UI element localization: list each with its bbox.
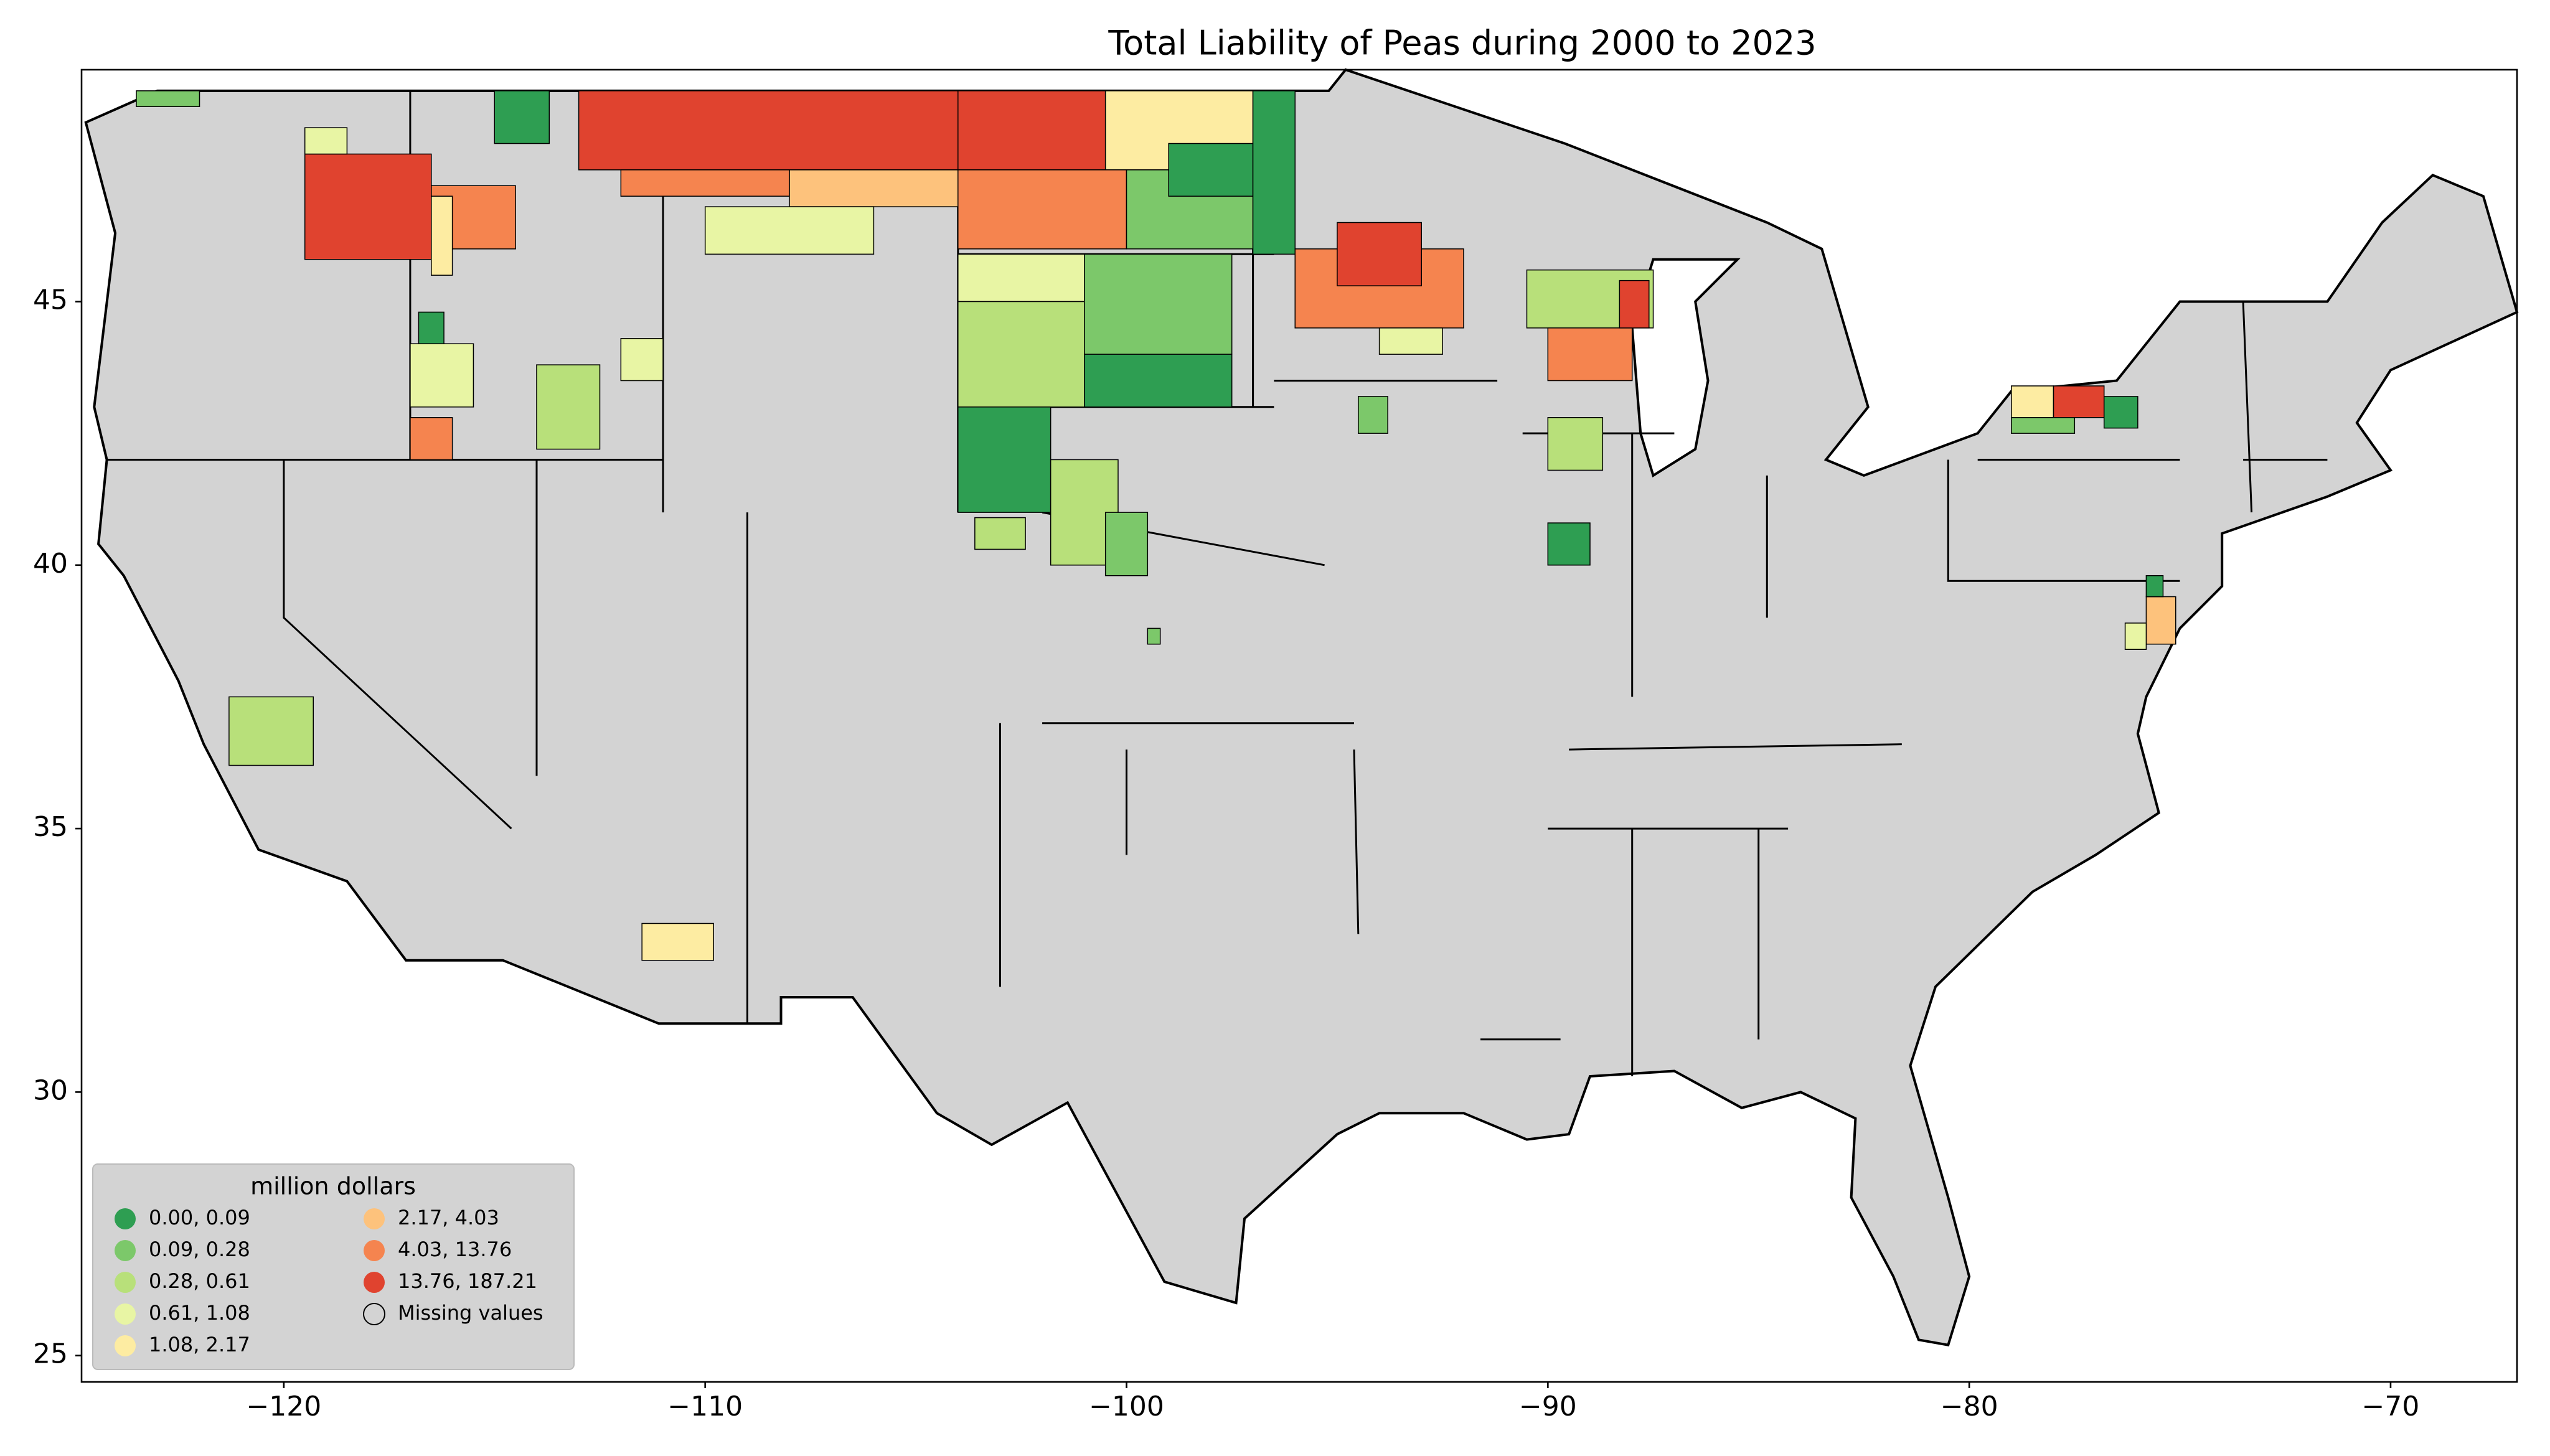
legend-label: 13.76, 187.21 <box>398 1269 537 1293</box>
y-tick-label: 25 <box>33 1338 68 1370</box>
county-region <box>1547 416 1604 471</box>
county-region <box>2145 596 2176 645</box>
state-border <box>1353 749 1360 934</box>
county-region <box>304 127 348 155</box>
county-region <box>1619 279 1650 329</box>
legend-label: 0.00, 0.09 <box>149 1206 250 1229</box>
county-region <box>1252 90 1296 255</box>
x-tick-label: −90 <box>1519 1391 1577 1422</box>
legend-marker <box>115 1335 136 1356</box>
x-tick-label: −100 <box>1089 1391 1164 1422</box>
legend-label: 1.08, 2.17 <box>149 1333 250 1356</box>
county-region <box>1547 522 1591 566</box>
x-tick-label: −70 <box>2362 1391 2420 1422</box>
lake-michigan <box>1630 258 1741 477</box>
county-region <box>957 301 1085 408</box>
legend-title: million dollars <box>250 1173 416 1200</box>
us-outline <box>84 68 2519 1346</box>
x-tick-label: −120 <box>246 1391 321 1422</box>
county-region <box>578 90 959 171</box>
legend-marker <box>115 1272 136 1293</box>
county-region <box>620 338 664 382</box>
legend-label: 0.61, 1.08 <box>149 1301 250 1325</box>
state-border <box>1947 459 2180 582</box>
county-region <box>1084 253 1233 355</box>
state-border <box>283 459 512 830</box>
legend-marker <box>115 1208 136 1229</box>
county-region <box>2145 575 2164 598</box>
county-region <box>1084 354 1233 408</box>
county-region <box>704 206 875 255</box>
county-region <box>536 364 601 450</box>
y-tick-label: 45 <box>33 284 68 316</box>
legend-box <box>92 1163 575 1370</box>
county-region <box>620 169 790 197</box>
legend-marker <box>364 1272 385 1293</box>
legend-label: Missing values <box>398 1301 543 1325</box>
county-region <box>2053 385 2105 418</box>
county-region <box>2011 416 2076 434</box>
x-tick-label: −80 <box>1941 1391 1998 1422</box>
county-region <box>957 253 1085 303</box>
county-region <box>2124 622 2147 650</box>
county-region <box>2011 385 2054 418</box>
county-region <box>1547 327 1633 382</box>
county-region <box>2103 396 2138 429</box>
county-region <box>136 90 200 108</box>
county-region <box>789 169 959 207</box>
x-tick-label: −110 <box>667 1391 743 1422</box>
county-region <box>494 90 550 144</box>
county-region <box>228 696 314 766</box>
county-region <box>431 195 453 276</box>
county-region <box>1104 512 1149 576</box>
county-region <box>1337 222 1423 286</box>
county-region <box>957 169 1127 250</box>
county-region <box>957 406 1052 513</box>
legend-marker <box>364 1240 385 1261</box>
county-region <box>957 90 1106 171</box>
county-region <box>974 517 1026 550</box>
legend-marker <box>364 1208 385 1229</box>
legend-label: 2.17, 4.03 <box>398 1206 499 1229</box>
chart-title: Total Liability of Peas during 2000 to 2… <box>1108 24 1816 63</box>
county-region <box>1168 143 1254 197</box>
county-region <box>410 416 453 461</box>
legend-label: 0.28, 0.61 <box>149 1269 250 1293</box>
legend-marker <box>115 1303 136 1325</box>
county-region <box>304 153 432 260</box>
state-border <box>2242 301 2253 513</box>
county-region <box>641 923 714 961</box>
axes-frame <box>80 68 2518 1383</box>
county-region <box>1378 327 1443 355</box>
legend-label: 0.09, 0.28 <box>149 1238 250 1261</box>
y-tick-label: 30 <box>33 1074 68 1106</box>
county-region <box>1358 396 1388 434</box>
legend-marker <box>363 1303 385 1325</box>
county-region <box>410 343 474 408</box>
y-tick-label: 35 <box>33 811 68 843</box>
county-region <box>1147 627 1161 645</box>
legend-marker <box>115 1240 136 1261</box>
state-border <box>1569 743 1902 751</box>
y-tick-label: 40 <box>33 548 68 580</box>
county-region <box>418 311 445 344</box>
legend-label: 4.03, 13.76 <box>398 1238 512 1261</box>
